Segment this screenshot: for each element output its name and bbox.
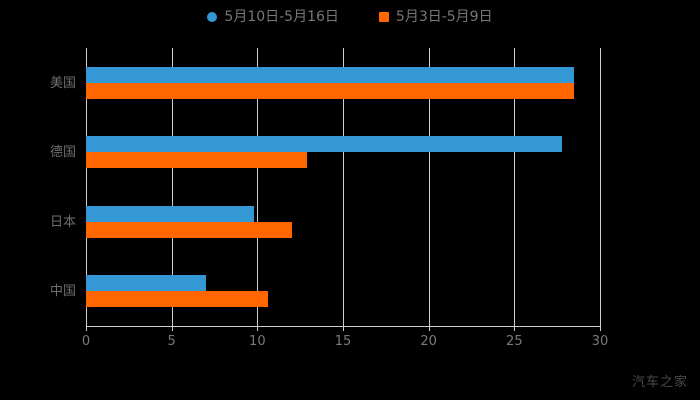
- bar-美国-series-2[interactable]: [86, 82, 575, 99]
- watermark: 汽车之家: [631, 375, 688, 390]
- legend-item-series-2[interactable]: 5月3日-5月9日: [378, 9, 493, 25]
- x-tick-mark-20: [428, 326, 430, 331]
- bar-中国-series-1[interactable]: [86, 275, 206, 292]
- x-tick-mark-0: [86, 326, 87, 331]
- x-tick-label-20: 20: [420, 334, 437, 349]
- x-tick-label-0: 0: [81, 334, 91, 349]
- gridline-x-0: [86, 48, 87, 326]
- legend-square-marker-icon: [378, 12, 389, 22]
- y-axis-label-4: 中国: [49, 284, 76, 300]
- legend-label-series-2: 5月3日-5月9日: [395, 9, 493, 25]
- bar-日本-series-2[interactable]: [86, 221, 292, 238]
- y-axis-label-3: 日本: [49, 214, 76, 230]
- x-tick-label-5: 5: [167, 334, 176, 349]
- bar-美国-series-1[interactable]: [86, 66, 575, 83]
- bar-中国-series-2[interactable]: [86, 291, 268, 308]
- legend-item-series-1[interactable]: 5月10日-5月16日: [207, 9, 339, 25]
- x-tick-mark-5: [171, 326, 173, 331]
- legend-label-series-1: 5月10日-5月16日: [224, 9, 339, 25]
- x-tick-mark-10: [257, 326, 259, 331]
- x-tick-mark-25: [514, 326, 516, 331]
- x-tick-mark-15: [343, 326, 344, 331]
- legend-circle-marker-icon: [207, 12, 218, 22]
- y-axis-label-1: 美国: [49, 75, 76, 91]
- x-tick-label-25: 25: [506, 334, 523, 349]
- bar-德国-series-1[interactable]: [86, 136, 563, 153]
- x-tick-label-15: 15: [334, 334, 352, 349]
- y-axis-label-2: 德国: [49, 145, 76, 161]
- x-tick-label-10: 10: [249, 334, 266, 349]
- gridline-x-30: [600, 48, 601, 326]
- plot-area: [86, 48, 601, 326]
- chart-legend: 5月10日-5月16日 5月3日-5月9日: [0, 9, 700, 25]
- x-tick-label-30: 30: [591, 334, 609, 349]
- bar-德国-series-2[interactable]: [86, 152, 308, 169]
- gridline-x-20: [428, 48, 430, 326]
- gridline-x-15: [343, 48, 344, 326]
- bar-日本-series-1[interactable]: [86, 205, 254, 222]
- gridline-x-25: [514, 48, 516, 326]
- gridline-x-5: [171, 48, 173, 326]
- gridline-x-10: [257, 48, 259, 326]
- y-axis-labels: 美国 德国 日本 中国: [0, 0, 76, 400]
- x-tick-mark-30: [600, 326, 601, 331]
